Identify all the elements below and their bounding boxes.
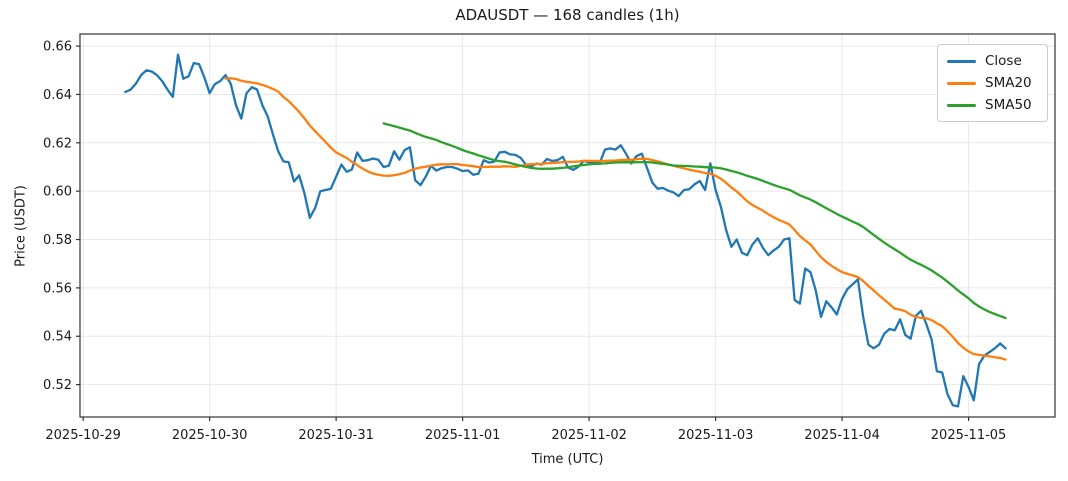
y-tick-label: 0.56 <box>43 281 72 296</box>
chart-title: ADAUSDT — 168 candles (1h) <box>455 6 680 24</box>
x-tick-label: 2025-10-31 <box>298 428 374 443</box>
plot-border <box>79 33 1056 418</box>
y-axis-label: Price (USDT) <box>13 185 29 267</box>
series-line-sma50 <box>382 122 1007 320</box>
series-line-sma20 <box>224 77 1007 361</box>
legend-label: Close <box>985 53 1022 69</box>
legend-item-sma50: SMA50 <box>947 97 1037 113</box>
y-tick-label: 0.58 <box>43 233 72 248</box>
legend-item-close: Close <box>947 53 1037 69</box>
legend-swatch <box>947 103 976 107</box>
legend-label: SMA50 <box>985 97 1032 113</box>
legend-swatch <box>947 59 976 63</box>
y-tick-label: 0.64 <box>43 88 72 103</box>
y-tick-label: 0.54 <box>43 330 72 345</box>
y-tick-label: 0.66 <box>43 40 72 55</box>
y-tick-label: 0.60 <box>43 185 72 200</box>
x-tick-label: 2025-10-30 <box>172 428 248 443</box>
series-line-close <box>124 53 1007 408</box>
x-tick-label: 2025-11-03 <box>678 428 754 443</box>
legend: Close SMA20 SMA50 <box>937 44 1048 122</box>
x-tick-label: 2025-11-05 <box>931 428 1007 443</box>
x-tick-label: 2025-11-02 <box>551 428 627 443</box>
x-axis-label: Time (UTC) <box>531 452 604 467</box>
legend-swatch <box>947 81 976 85</box>
x-tick-label: 2025-10-29 <box>45 428 121 443</box>
legend-label: SMA20 <box>985 75 1032 91</box>
x-tick-label: 2025-11-04 <box>804 428 880 443</box>
y-tick-label: 0.62 <box>43 136 72 151</box>
legend-item-sma20: SMA20 <box>947 75 1037 91</box>
x-tick-label: 2025-11-01 <box>425 428 501 443</box>
y-tick-label: 0.52 <box>43 378 72 393</box>
